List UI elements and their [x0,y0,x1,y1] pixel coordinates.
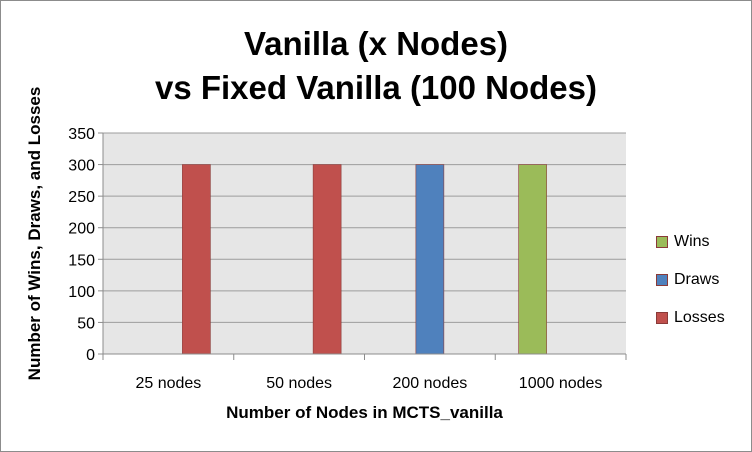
y-tick-label: 300 [68,158,95,175]
chart-title-line-2: vs Fixed Vanilla (100 Nodes) [154,69,598,106]
y-tick-label: 150 [68,252,95,269]
legend-swatch [656,311,668,324]
x-tick-label: 25 nodes [135,375,201,392]
bar-wins [518,164,547,355]
x-axis-title: Number of Nodes in MCTS_vanilla [226,403,503,422]
y-axis-title: Number of Wins, Draws, and Losses [25,87,44,381]
bar-losses [312,164,342,355]
legend-swatch [656,235,668,248]
chart-title-line-1: Vanilla (x Nodes) [243,25,509,62]
x-axis-ticks: 25 nodes 50 nodes 200 nodes 1000 nodes [102,353,627,392]
y-tick-label: 0 [86,347,95,364]
legend-item-losses: Losses [656,308,725,327]
legend-item-wins: Wins [656,232,725,251]
bar-draws [415,164,445,355]
y-tick-label: 350 [68,126,95,143]
plot-area [103,133,626,354]
y-axis-ticks: 0 50 100 150 200 250 300 350 [68,126,104,364]
y-tick-label: 250 [68,189,95,206]
y-tick-label: 100 [68,284,95,301]
legend: Wins Draws Losses [656,232,725,346]
x-tick-label: 200 nodes [393,375,468,392]
legend-swatch [656,273,668,286]
x-tick-label: 1000 nodes [519,375,603,392]
chart-title: Vanilla (x Nodes) vs Fixed Vanilla (100 … [0,22,752,110]
legend-item-draws: Draws [656,270,725,289]
legend-label: Wins [674,232,710,250]
bars [182,164,547,355]
legend-label: Losses [674,308,725,326]
x-tick-label: 50 nodes [266,375,332,392]
legend-label: Draws [674,270,720,288]
y-tick-label: 50 [77,315,95,332]
bar-losses [182,164,211,355]
y-tick-label: 200 [68,221,95,238]
